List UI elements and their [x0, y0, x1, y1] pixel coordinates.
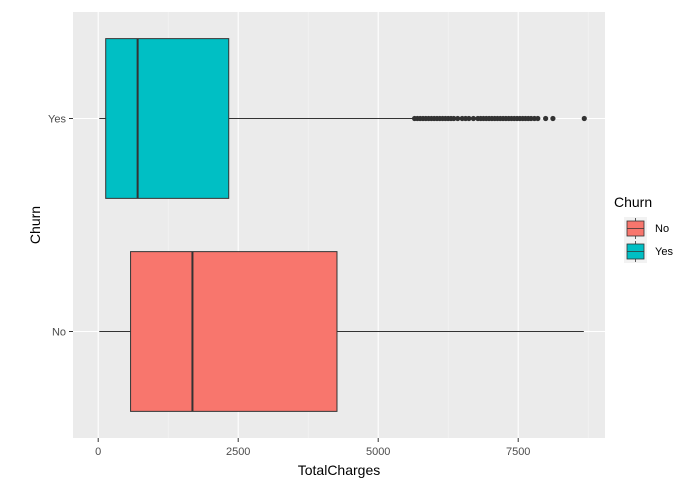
- x-tick-label: 2500: [226, 446, 250, 458]
- outlier-point: [543, 115, 549, 122]
- x-tick-label: 7500: [506, 446, 530, 458]
- y-tick-label: Yes: [48, 114, 66, 126]
- iqr-box: [105, 38, 230, 199]
- legend-key-no: No: [624, 217, 669, 240]
- legend-title: Churn: [614, 194, 652, 210]
- outlier-point: [455, 115, 461, 122]
- legend: Churn No Yes: [614, 194, 673, 263]
- x-axis: 0 2500 5000 7500: [95, 438, 530, 458]
- outlier-point: [581, 115, 587, 122]
- outlier-point: [451, 115, 457, 122]
- legend-key-yes: Yes: [624, 240, 673, 263]
- y-tick-label: No: [52, 327, 66, 339]
- iqr-box: [130, 251, 338, 412]
- y-axis: No Yes: [48, 114, 73, 339]
- outlier-point: [470, 115, 476, 122]
- box-yes: [99, 38, 587, 199]
- legend-keys: No Yes: [624, 217, 673, 263]
- box-no: [99, 251, 584, 412]
- x-tick-label: 0: [95, 446, 101, 458]
- x-axis-title: TotalCharges: [298, 462, 381, 478]
- boxplot-boxes: [99, 38, 587, 412]
- outlier-point: [550, 115, 556, 122]
- outlier-point: [466, 115, 472, 122]
- legend-label: No: [655, 223, 669, 235]
- outlier-point: [535, 115, 541, 122]
- legend-label: Yes: [655, 246, 673, 258]
- x-tick-label: 5000: [366, 446, 390, 458]
- y-axis-title: Churn: [27, 206, 43, 244]
